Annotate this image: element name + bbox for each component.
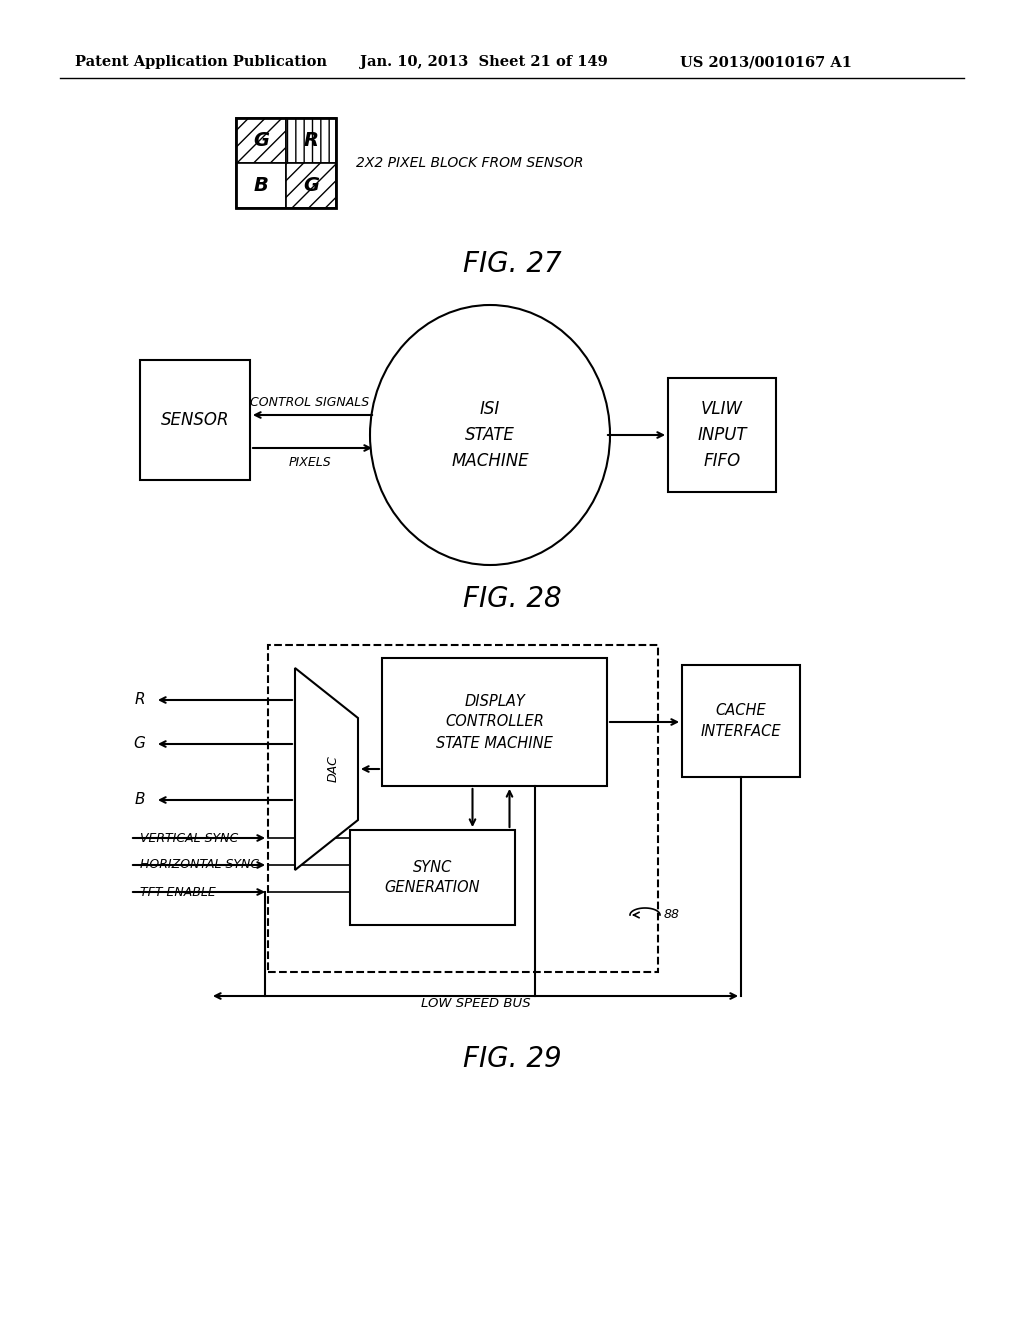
Text: CACHE
INTERFACE: CACHE INTERFACE [700,704,781,739]
Text: US 2013/0010167 A1: US 2013/0010167 A1 [680,55,852,69]
Bar [286,162,336,209]
Text: 2X2 PIXEL BLOCK FROM SENSOR: 2X2 PIXEL BLOCK FROM SENSOR [356,156,584,170]
Polygon shape [295,668,358,870]
Text: SYNC
GENERATION: SYNC GENERATION [385,859,480,895]
Text: HORIZONTAL SYNC: HORIZONTAL SYNC [140,858,259,871]
Bar [268,645,658,972]
Text: R: R [134,693,145,708]
Ellipse shape [370,305,610,565]
Bar [236,162,286,209]
Text: G: G [253,131,269,150]
Text: PIXELS: PIXELS [289,455,332,469]
Text: R: R [303,131,318,150]
Text: CONTROL SIGNALS: CONTROL SIGNALS [251,396,370,409]
Text: DISPLAY
CONTROLLER
STATE MACHINE: DISPLAY CONTROLLER STATE MACHINE [436,693,553,751]
Text: FIG. 27: FIG. 27 [463,249,561,279]
Text: VERTICAL SYNC: VERTICAL SYNC [140,832,239,845]
Text: SENSOR: SENSOR [161,411,229,429]
Text: LOW SPEED BUS: LOW SPEED BUS [421,997,530,1010]
Text: TFT ENABLE: TFT ENABLE [140,886,216,899]
Text: FIG. 29: FIG. 29 [463,1045,561,1073]
Text: Patent Application Publication: Patent Application Publication [75,55,327,69]
Text: 88: 88 [664,908,680,921]
Text: ISI
STATE
MACHINE: ISI STATE MACHINE [452,400,528,470]
Text: DAC: DAC [327,755,339,783]
Bar [350,830,515,925]
Bar [236,117,286,162]
Bar [668,378,776,492]
Bar [382,657,607,785]
Text: Jan. 10, 2013  Sheet 21 of 149: Jan. 10, 2013 Sheet 21 of 149 [360,55,608,69]
Text: B: B [134,792,145,808]
Text: B: B [254,176,268,195]
Bar [286,117,336,162]
Bar [140,360,250,480]
Text: G: G [133,737,145,751]
Bar [682,665,800,777]
Text: FIG. 28: FIG. 28 [463,585,561,612]
Bar [236,117,336,209]
Text: G: G [303,176,319,195]
Text: VLIW
INPUT
FIFO: VLIW INPUT FIFO [697,400,746,470]
